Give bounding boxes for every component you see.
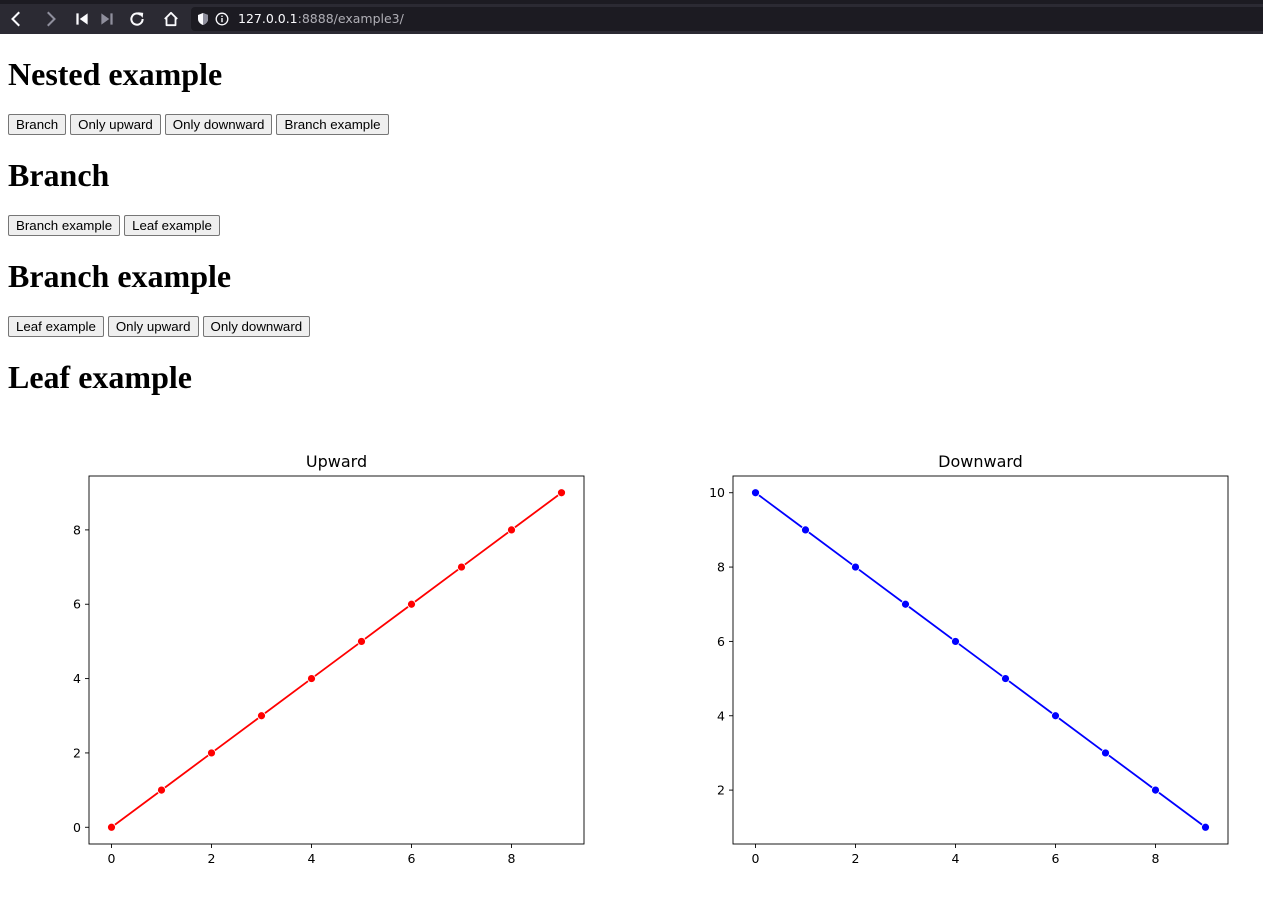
skip-back-icon[interactable] (71, 8, 93, 30)
branch-buttons: Branch example Leaf example (8, 215, 220, 236)
url-text[interactable]: 127.0.0.1:8888/example3/ (238, 11, 404, 26)
data-point (557, 488, 566, 498)
chart-downward: Downward 0 2 4 6 8 2 4 6 8 10 (709, 452, 1229, 866)
data-point (307, 674, 316, 683)
data-point (1201, 822, 1210, 832)
x-tick-label: 4 (308, 851, 316, 866)
home-icon[interactable] (160, 8, 182, 30)
only-downward-button[interactable]: Only downward (164, 114, 273, 135)
x-tick-label: 4 (952, 851, 960, 866)
nested-example-buttons: Branch Only upward Only downward Branch … (8, 114, 389, 135)
series-line (754, 492, 1207, 828)
data-point (901, 599, 910, 609)
data-point (951, 637, 960, 646)
data-point (1001, 674, 1010, 683)
data-point (157, 785, 166, 795)
data-point (751, 488, 760, 498)
x-tick-label: 0 (108, 851, 116, 866)
data-point (1051, 711, 1060, 721)
data-point (457, 562, 466, 572)
reload-icon[interactable] (126, 8, 148, 30)
x-tick-label: 8 (508, 851, 516, 866)
branch-example-button[interactable]: Branch example (276, 114, 389, 135)
data-point (257, 711, 266, 721)
branch-example-heading: Branch example (8, 258, 232, 294)
x-tick-label: 2 (852, 851, 860, 866)
y-tick-label: 0 (73, 820, 81, 835)
y-tick-label: 8 (73, 522, 81, 537)
data-point (507, 525, 516, 535)
data-point (1101, 748, 1110, 758)
info-icon[interactable] (215, 12, 229, 26)
x-tick-label: 6 (1052, 851, 1060, 866)
x-tick-label: 6 (408, 851, 416, 866)
leaf-example-button[interactable]: Leaf example (8, 316, 104, 337)
forward-icon[interactable] (39, 8, 61, 30)
branch-example-button[interactable]: Branch example (8, 215, 121, 236)
x-tick-label: 0 (752, 851, 760, 866)
only-upward-button[interactable]: Only upward (107, 316, 199, 337)
plot-frame (732, 475, 1229, 845)
y-tick-label: 8 (717, 560, 725, 575)
shield-icon[interactable] (197, 12, 209, 26)
data-point (851, 562, 860, 572)
x-tick-label: 8 (1152, 851, 1160, 866)
y-tick-label: 6 (717, 634, 725, 649)
series-line (110, 492, 563, 828)
only-upward-button[interactable]: Only upward (70, 114, 161, 135)
skip-forward-icon[interactable] (96, 8, 118, 30)
branch-button[interactable]: Branch (8, 114, 67, 135)
back-icon[interactable] (6, 8, 28, 30)
y-tick-label: 4 (717, 708, 725, 723)
data-point (107, 822, 116, 832)
chart-upward: Upward 0 2 4 6 8 0 2 4 6 8 (73, 452, 585, 866)
y-tick-label: 2 (717, 783, 725, 798)
data-point (407, 599, 416, 609)
x-tick-label: 2 (208, 851, 216, 866)
data-point (801, 525, 810, 535)
only-downward-button[interactable]: Only downward (202, 316, 311, 337)
data-point (207, 748, 216, 758)
y-tick-label: 6 (73, 597, 81, 612)
data-point (1151, 785, 1160, 795)
url-bar[interactable]: 127.0.0.1:8888/example3/ (191, 7, 1263, 31)
chart-title: Upward (306, 452, 367, 471)
data-point (357, 637, 366, 646)
browser-toolbar: 127.0.0.1:8888/example3/ (0, 0, 1263, 34)
y-tick-label: 2 (73, 745, 81, 760)
nested-example-heading: Nested example (8, 56, 223, 92)
branch-example-buttons: Leaf example Only upward Only downward (8, 316, 311, 337)
branch-heading: Branch (8, 157, 110, 193)
y-tick-label: 10 (709, 485, 725, 500)
leaf-example-button[interactable]: Leaf example (124, 215, 220, 236)
chart-title: Downward (938, 452, 1023, 471)
leaf-example-heading: Leaf example (8, 359, 192, 395)
plot-frame (88, 475, 585, 845)
y-tick-label: 4 (73, 671, 81, 686)
